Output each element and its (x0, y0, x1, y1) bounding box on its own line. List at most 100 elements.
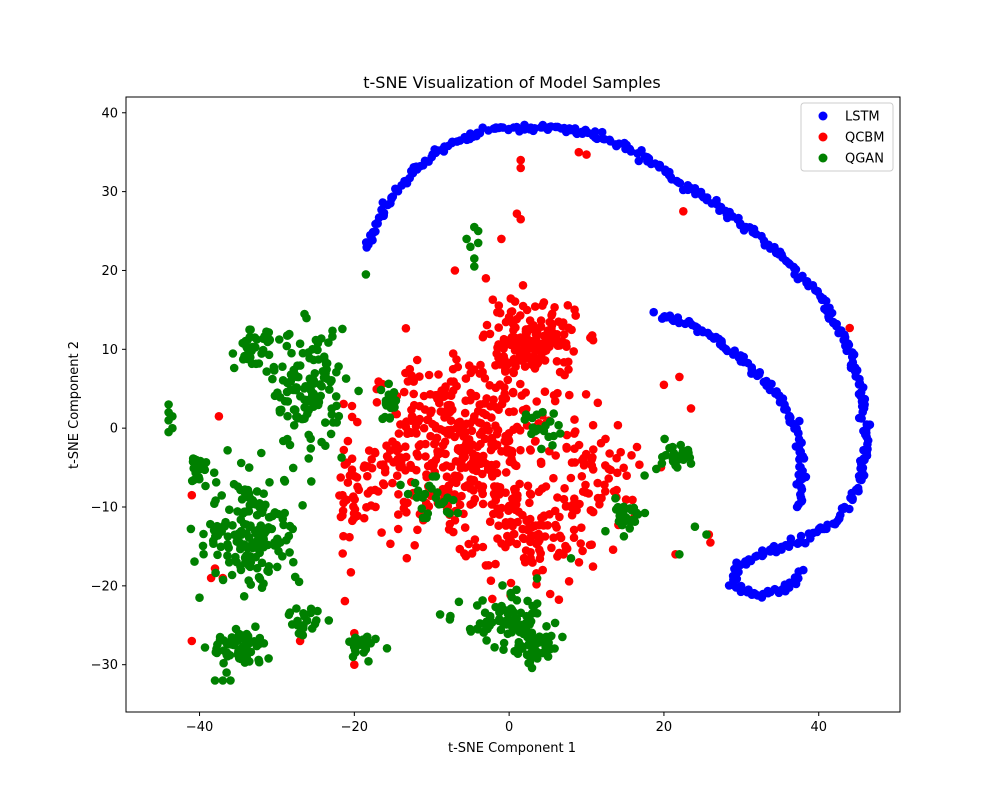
qgan-point (255, 633, 265, 643)
qcbm-point (461, 374, 471, 383)
qcbm-point (466, 395, 475, 405)
qcbm-point (402, 508, 411, 517)
qcbm-point (359, 513, 369, 523)
qgan-point (473, 238, 483, 248)
qgan-point (298, 501, 307, 510)
qcbm-point (509, 325, 518, 335)
qcbm-point (346, 568, 356, 577)
qcbm-point (517, 391, 526, 400)
qgan-point (244, 463, 254, 472)
qgan-point (213, 640, 222, 649)
qgan-point (546, 644, 555, 654)
qcbm-point (569, 533, 579, 542)
qgan-point (270, 508, 280, 517)
qgan-point (306, 608, 316, 618)
qgan-point (548, 441, 557, 450)
qcbm-point (578, 546, 587, 556)
lstm-point (785, 578, 794, 587)
qcbm-point (482, 320, 492, 330)
x-axis-label: t-SNE Component 1 (448, 741, 576, 756)
qcbm-point (593, 478, 602, 488)
qcbm-point (504, 407, 514, 417)
qcbm-point (412, 449, 422, 458)
qcbm-point (564, 323, 573, 333)
qcbm-point (516, 155, 525, 165)
qcbm-point (570, 458, 580, 467)
qcbm-point (466, 475, 476, 484)
qcbm-point (552, 357, 562, 366)
qcbm-point (349, 492, 358, 501)
qgan-point (293, 361, 302, 371)
qcbm-point (343, 436, 353, 446)
qcbm-point (561, 501, 571, 511)
qcbm-point (339, 445, 349, 455)
qgan-point (558, 632, 567, 642)
qgan-point (243, 336, 252, 345)
legend-marker-qgan (818, 153, 828, 163)
qcbm-point (446, 416, 456, 426)
qcbm-point (466, 388, 476, 398)
qgan-point (519, 625, 529, 635)
lstm-point (715, 206, 724, 215)
qgan-point (473, 625, 483, 634)
x-tick-label: 40 (810, 720, 827, 735)
lstm-point (634, 156, 644, 166)
qgan-point (300, 403, 309, 412)
qgan-point (522, 611, 531, 621)
qgan-point (232, 636, 242, 646)
qgan-point (282, 331, 292, 340)
qcbm-point (531, 531, 540, 540)
qgan-point (245, 345, 254, 354)
qcbm-point (347, 454, 357, 464)
qcbm-point (402, 553, 412, 563)
qcbm-point (401, 324, 411, 333)
qcbm-point (489, 442, 499, 451)
qcbm-point (619, 463, 628, 473)
qgan-point (246, 647, 256, 657)
qgan-point (660, 434, 669, 444)
qcbm-point (532, 539, 541, 549)
qgan-point (243, 353, 252, 363)
lstm-point (371, 227, 380, 236)
qgan-point (677, 450, 686, 460)
qcbm-point (363, 471, 372, 481)
qcbm-point (460, 549, 469, 558)
qcbm-point (464, 539, 474, 549)
qgan-point (556, 429, 565, 438)
qcbm-point (679, 207, 688, 216)
qcbm-point (470, 494, 480, 504)
qcbm-point (426, 408, 435, 418)
qgan-point (282, 535, 291, 545)
qgan-point (311, 335, 321, 345)
qgan-point (289, 421, 299, 430)
qcbm-point (501, 468, 511, 477)
qcbm-point (372, 398, 382, 407)
qgan-point (361, 645, 371, 654)
qcbm-point (529, 322, 539, 332)
qcbm-point (554, 595, 564, 604)
qcbm-point (419, 423, 429, 433)
qcbm-point (452, 381, 461, 391)
qcbm-point (549, 473, 558, 483)
qgan-point (236, 458, 246, 468)
qcbm-point (531, 334, 541, 344)
qgan-point (265, 335, 275, 345)
qgan-point (403, 489, 413, 499)
qcbm-point (601, 487, 610, 496)
lstm-point (378, 198, 388, 207)
qgan-point (306, 444, 316, 453)
qcbm-point (515, 479, 524, 489)
x-tick-label: −40 (186, 720, 213, 735)
qcbm-point (577, 472, 587, 481)
qcbm-point (452, 423, 461, 433)
qcbm-point (562, 442, 571, 452)
qgan-point (252, 563, 262, 573)
qgan-point (337, 453, 346, 462)
qcbm-point (613, 420, 623, 430)
qgan-point (285, 548, 294, 557)
qcbm-point (507, 446, 517, 456)
qcbm-point (370, 448, 380, 458)
qcbm-point (339, 531, 348, 541)
legend-label-qcbm: QCBM (845, 131, 884, 146)
qcbm-point (495, 308, 505, 318)
